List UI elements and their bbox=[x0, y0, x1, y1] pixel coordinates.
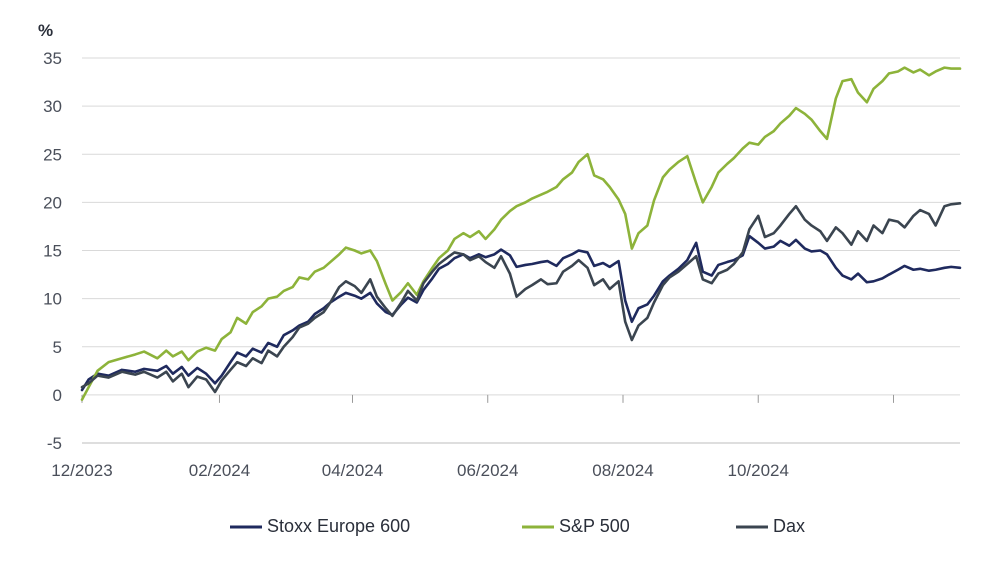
y-tick-label: 30 bbox=[43, 97, 62, 116]
series-line-s-p-500 bbox=[80, 66, 962, 401]
legend-label-s-p-500: S&P 500 bbox=[559, 516, 630, 536]
y-tick-label: 20 bbox=[43, 193, 62, 212]
legend-label-stoxx-europe-600: Stoxx Europe 600 bbox=[267, 516, 410, 536]
series-lines bbox=[80, 66, 962, 401]
x-tick-label: 12/2023 bbox=[51, 461, 112, 480]
axes bbox=[81, 394, 960, 444]
x-tick-label: 04/2024 bbox=[322, 461, 383, 480]
x-tick-label: 06/2024 bbox=[457, 461, 518, 480]
y-tick-label: 15 bbox=[43, 242, 62, 261]
y-tick-label: 35 bbox=[43, 49, 62, 68]
y-tick-label: 10 bbox=[43, 290, 62, 309]
gridlines bbox=[82, 57, 960, 444]
y-tick-label: -5 bbox=[47, 434, 62, 453]
legend: Stoxx Europe 600 S&P 500 Dax bbox=[230, 516, 805, 536]
x-tick-label: 08/2024 bbox=[592, 461, 653, 480]
x-tick-label: 02/2024 bbox=[189, 461, 250, 480]
series-line-dax bbox=[80, 202, 962, 394]
tick-labels: -5 0 5 10 15 20 25 30 35% 12/2023 02/2024 04/2024 06… bbox=[38, 21, 789, 480]
y-tick-label: 5 bbox=[53, 338, 62, 357]
y-tick-label: 25 bbox=[43, 145, 62, 164]
x-tick-label: 10/2024 bbox=[728, 461, 789, 480]
y-tick-label: 0 bbox=[53, 386, 62, 405]
legend-label-dax: Dax bbox=[773, 516, 805, 536]
series-line-stoxx-europe-600 bbox=[80, 234, 962, 392]
y-unit-label: % bbox=[38, 21, 53, 40]
